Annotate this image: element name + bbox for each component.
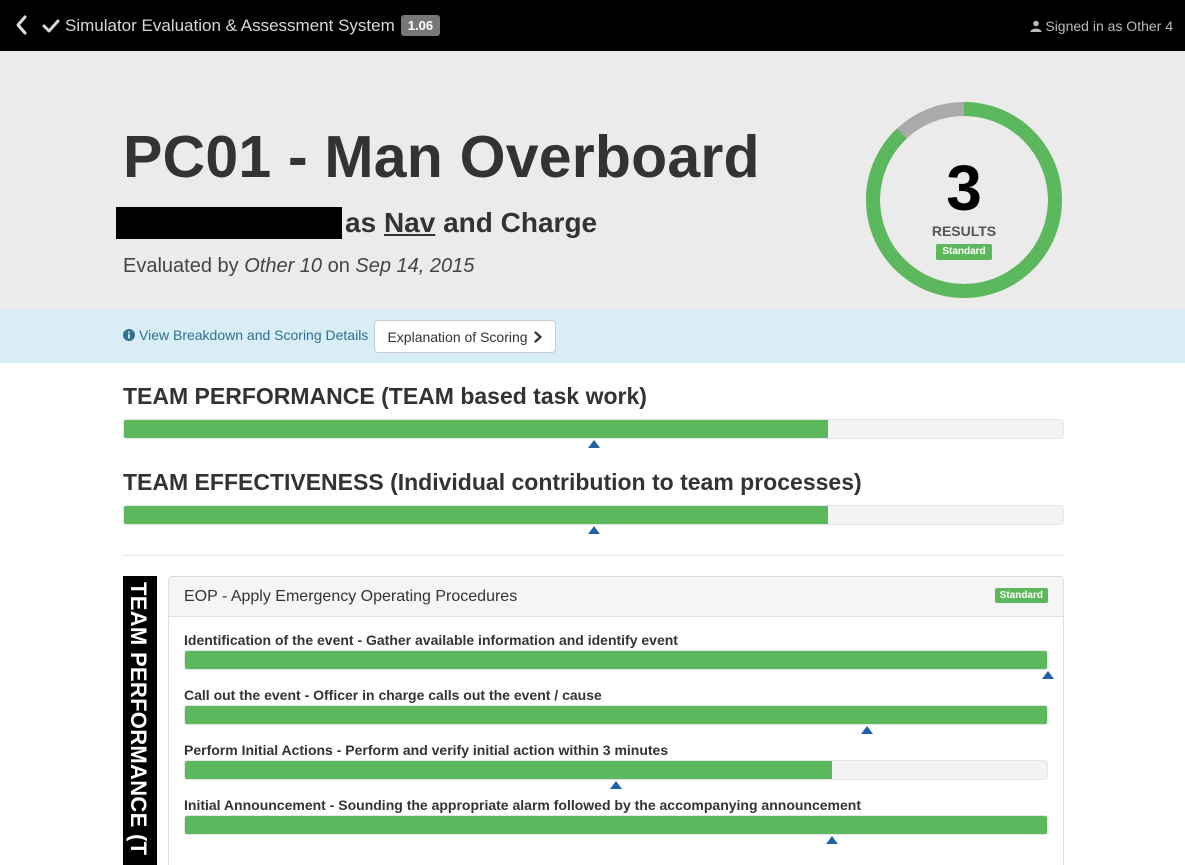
panel-standard-badge: Standard <box>994 588 1048 603</box>
standard-marker <box>1042 671 1054 679</box>
summary-title-team-effectiveness: TEAM EFFECTIVENESS (Individual contribut… <box>123 469 862 495</box>
result-gauge: 3 RESULTS Standard <box>862 98 1066 302</box>
user-menu[interactable]: Signed in as Other 4 <box>1030 0 1173 51</box>
criterion-label: Perform Initial Actions - Perform and ve… <box>184 742 669 758</box>
criterion-bar-fill <box>185 761 832 779</box>
criterion-bar <box>184 650 1048 670</box>
evaluation-date: Sep 14, 2015 <box>355 255 475 277</box>
version-badge: 1.06 <box>400 15 441 36</box>
info-strip: View Breakdown and Scoring Details Expla… <box>0 310 1185 363</box>
breakdown-link[interactable]: View Breakdown and Scoring Details <box>123 327 368 343</box>
summary-bar-fill <box>124 506 829 524</box>
standard-marker <box>826 836 838 844</box>
result-badge: Standard <box>936 244 992 260</box>
standard-marker <box>587 440 600 448</box>
result-label: RESULTS <box>931 223 997 239</box>
assessment-header: PC01 - Man Overboard as Nav and Charge E… <box>0 51 1185 310</box>
check-icon <box>42 19 60 32</box>
panel-heading: EOP - Apply Emergency Operating Procedur… <box>169 577 1063 617</box>
criterion-bar-fill <box>185 651 1047 669</box>
breakdown-link-text: View Breakdown and Scoring Details <box>139 327 369 343</box>
standard-marker <box>610 781 622 789</box>
summary-bar-team-effectiveness <box>123 505 1064 525</box>
section-label-vertical: TEAM PERFORMANCE (T <box>123 576 157 865</box>
divider <box>123 555 1064 556</box>
app-brand[interactable]: Simulator Evaluation & Assessment System… <box>42 0 441 51</box>
criterion-label: Identification of the event - Gather ava… <box>184 632 678 648</box>
user-icon <box>1030 20 1042 32</box>
back-chevron-icon[interactable] <box>12 12 32 38</box>
standard-marker <box>587 526 600 534</box>
app-title: Simulator Evaluation & Assessment System <box>65 15 395 35</box>
explanation-of-scoring-button[interactable]: Explanation of Scoring <box>374 320 556 353</box>
role-link[interactable]: Nav <box>383 207 436 238</box>
panel-title: EOP - Apply Emergency Operating Procedur… <box>184 588 518 605</box>
page-title: PC01 - Man Overboard <box>123 124 760 190</box>
criterion-bar-fill <box>185 706 1047 724</box>
gauge-arc <box>866 102 1062 298</box>
criterion-bar <box>184 815 1048 835</box>
result-score: 3 <box>946 152 982 224</box>
standard-marker <box>860 726 873 734</box>
explain-button-label: Explanation of Scoring <box>387 328 528 345</box>
evaluator-name: Other 10 <box>244 255 323 277</box>
role-suffix: and Charge <box>443 207 598 238</box>
chevron-right-icon <box>533 330 542 343</box>
evaluated-on: on <box>327 255 350 277</box>
signed-in-text: Signed in as Other 4 <box>1045 17 1173 34</box>
criterion-bar <box>184 705 1048 725</box>
criterion-bar <box>184 760 1048 780</box>
evaluated-prefix: Evaluated by <box>123 255 239 277</box>
info-icon <box>123 329 135 341</box>
criterion-label: Call out the event - Officer in charge c… <box>184 687 602 703</box>
criterion-label: Initial Announcement - Sounding the appr… <box>184 797 861 813</box>
criterion-bar-fill <box>185 816 1047 834</box>
summary-title-team-performance: TEAM PERFORMANCE (TEAM based task work) <box>123 383 647 409</box>
top-navbar: Simulator Evaluation & Assessment System… <box>0 0 1185 51</box>
redacted-name <box>116 207 342 239</box>
section-label-text: TEAM PERFORMANCE (T <box>126 582 151 856</box>
summary-bar-fill <box>124 420 829 438</box>
summary-bar-team-performance <box>123 419 1064 439</box>
role-prefix: as <box>345 207 377 238</box>
evaluated-by: Evaluated by Other 10 on Sep 14, 2015 <box>123 255 474 278</box>
role-line: as Nav and Charge <box>345 207 597 239</box>
